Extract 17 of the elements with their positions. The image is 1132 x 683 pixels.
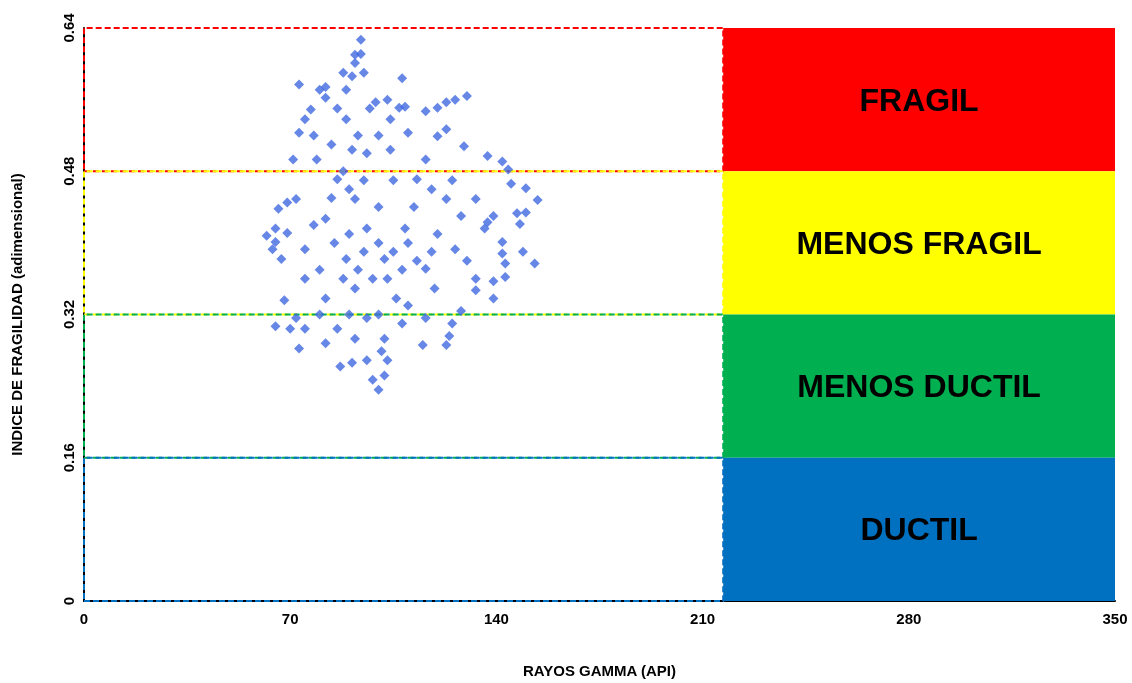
x-axis-title: RAYOS GAMMA (API): [522, 662, 677, 679]
band-label: MENOS FRAGIL: [796, 224, 1042, 261]
x-tick-label: 210: [690, 610, 716, 627]
x-tick-label: 140: [483, 610, 509, 627]
band-label: DUCTIL: [860, 511, 978, 548]
y-tick-label: 0: [60, 596, 77, 606]
x-tick-label: 280: [896, 610, 922, 627]
band-label: FRAGIL: [859, 81, 979, 118]
x-tick-label: 70: [281, 610, 299, 627]
y-tick-label: 0.64: [60, 12, 77, 43]
x-tick-label: 350: [1102, 610, 1128, 627]
y-tick-label: 0.48: [60, 156, 77, 186]
band-label: MENOS DUCTIL: [797, 368, 1041, 405]
x-tick-label: 0: [79, 610, 89, 627]
y-tick-label: 0.16: [60, 443, 77, 473]
y-tick-label: 0.32: [60, 299, 77, 330]
y-axis-title: INDICE DE FRAGILIDAD (adimensional): [8, 173, 25, 456]
